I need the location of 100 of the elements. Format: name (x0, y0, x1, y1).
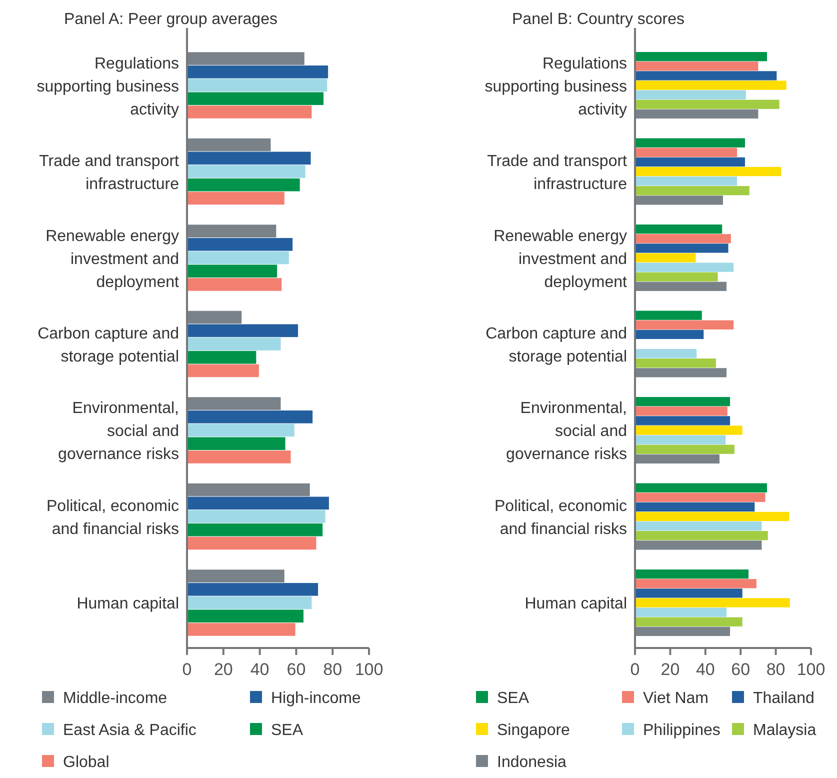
bar (635, 166, 782, 176)
bar (187, 364, 259, 378)
bar (635, 435, 726, 444)
bar (635, 598, 790, 608)
y-tick-label: Carbon capture and storage potential (38, 326, 179, 366)
legend-label: East Asia & Pacific (63, 722, 196, 739)
bar (635, 224, 722, 234)
y-tick-label: Regulations supporting business activity (484, 55, 627, 118)
y-tick-label: Political, economic and financial risks (494, 498, 627, 538)
bar (635, 406, 728, 416)
bar (635, 502, 755, 512)
bar (635, 396, 730, 406)
y-tick-label: Renewable energy investment and deployment (46, 228, 180, 291)
bar (187, 165, 306, 178)
bar (187, 310, 242, 324)
bar (635, 253, 696, 262)
x-tick-label: 60 (286, 660, 306, 679)
x-tick-label: 20 (214, 660, 233, 679)
x-tick-label: 100 (796, 660, 826, 679)
bar (635, 617, 742, 626)
x-tick-label: 80 (323, 660, 342, 679)
bar (187, 251, 289, 264)
y-tick-label: Political, economic and financial risks (46, 498, 179, 538)
bar (187, 410, 313, 424)
bar (187, 224, 276, 238)
bar (187, 570, 284, 582)
bar (187, 338, 281, 350)
x-tick-label: 80 (766, 660, 786, 679)
chart-title: Panel A: Peer group averages (64, 11, 278, 28)
y-tick-label: Renewable energy investment and deployment (494, 228, 628, 291)
bar (635, 416, 730, 426)
bar (635, 608, 727, 617)
bar (187, 437, 286, 450)
bar (635, 444, 734, 454)
bar (635, 100, 780, 109)
x-tick-label: 60 (731, 660, 750, 679)
y-tick-label: Trade and transport infrastructure (39, 153, 180, 194)
bar (187, 424, 294, 437)
bar (635, 512, 789, 522)
bar (187, 596, 312, 610)
x-tick-label: 100 (354, 660, 384, 679)
x-tick-label: 40 (696, 660, 715, 679)
x-tick-label: 40 (250, 660, 270, 679)
bar (635, 569, 749, 579)
bar (187, 52, 304, 65)
bar (635, 272, 718, 282)
bar (635, 492, 766, 502)
legend-label: SEA (497, 690, 530, 707)
bar (635, 71, 777, 80)
chart-title: Panel B: Country scores (512, 11, 685, 28)
bar (635, 52, 767, 62)
legend-label: Philippines (643, 722, 720, 739)
bar (635, 330, 704, 340)
bar (635, 426, 742, 435)
legend-label: Malaysia (753, 722, 816, 739)
bar (635, 176, 738, 186)
bar (635, 234, 731, 244)
bar (187, 138, 271, 152)
bar (635, 196, 723, 205)
bar (635, 62, 758, 71)
bar (187, 483, 310, 496)
bar (187, 523, 323, 536)
bar (635, 358, 716, 368)
bar (187, 192, 284, 205)
bar (635, 483, 767, 492)
bar (635, 90, 746, 100)
bar (635, 282, 727, 292)
bar (187, 397, 281, 410)
bar (635, 368, 727, 378)
y-tick-label: Trade and transport infrastructure (487, 153, 628, 194)
legend-label: Global (63, 754, 110, 771)
bar (635, 262, 734, 272)
bar (187, 350, 256, 364)
bar (635, 588, 742, 598)
y-tick-label: Human capital (76, 596, 179, 613)
bar (187, 450, 291, 464)
bar (187, 536, 316, 550)
x-tick-label: 20 (660, 660, 680, 679)
legend-label: Thailand (753, 690, 814, 707)
bar (635, 579, 756, 588)
bar (635, 626, 730, 636)
y-tick-label: Human capital (524, 596, 627, 613)
bar (635, 348, 697, 358)
bar (187, 510, 326, 523)
bar (635, 521, 762, 531)
bar (187, 264, 278, 278)
bar (635, 186, 750, 196)
bar (635, 244, 728, 253)
legend-label: SEA (271, 722, 304, 739)
legend-label: Indonesia (497, 754, 566, 771)
bar (187, 152, 311, 165)
bar (187, 66, 328, 78)
bar (635, 148, 738, 157)
bar (635, 320, 734, 330)
y-tick-label: Carbon capture and storage potential (486, 326, 627, 366)
legend-label: High-income (271, 690, 361, 707)
bar (187, 324, 298, 338)
bar (635, 454, 720, 464)
bar (187, 178, 300, 192)
bar (187, 582, 318, 596)
